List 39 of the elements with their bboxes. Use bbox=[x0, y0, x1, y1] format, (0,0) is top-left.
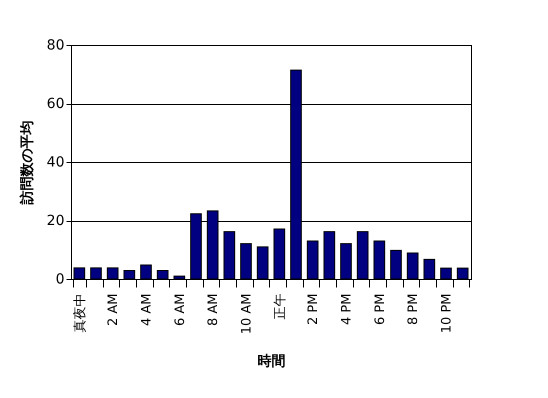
y-tick-label: 0 bbox=[56, 272, 64, 288]
y-tick-label: 60 bbox=[46, 96, 64, 112]
bar bbox=[456, 268, 468, 280]
bar bbox=[124, 270, 136, 280]
x-tick-label: 2 PM bbox=[306, 294, 322, 325]
x-tick-label: 正午 bbox=[272, 294, 288, 320]
bar bbox=[274, 228, 286, 280]
bar bbox=[224, 231, 236, 280]
bar bbox=[424, 258, 436, 280]
bar bbox=[356, 231, 368, 280]
x-tick-label: 10 AM bbox=[240, 294, 254, 334]
y-axis-title: 訪問数の平均 bbox=[18, 120, 36, 206]
x-tick-label: 10 PM bbox=[440, 294, 454, 334]
bar bbox=[324, 231, 336, 280]
x-tick-label: 6 AM bbox=[172, 294, 188, 326]
x-tick-label: 4 PM bbox=[340, 294, 354, 325]
y-tick-label: 40 bbox=[46, 154, 64, 170]
x-tick-label: 6 PM bbox=[372, 294, 388, 325]
bar bbox=[390, 250, 402, 280]
x-tick-label: 8 AM bbox=[206, 294, 222, 326]
bar bbox=[440, 268, 452, 280]
bar bbox=[406, 252, 418, 280]
bar bbox=[374, 240, 386, 280]
bar bbox=[340, 243, 352, 280]
bar bbox=[256, 246, 268, 280]
x-tick-label: 4 AM bbox=[140, 294, 154, 326]
bar bbox=[90, 267, 102, 280]
x-tick-label: 真夜中 bbox=[72, 294, 88, 332]
bar bbox=[240, 243, 252, 280]
y-tick-label: 80 bbox=[46, 38, 64, 54]
bar bbox=[140, 264, 152, 280]
bar bbox=[106, 267, 118, 280]
x-axis-title: 時間 bbox=[258, 353, 286, 370]
x-tick-label: 8 PM bbox=[406, 294, 422, 325]
bar bbox=[174, 276, 186, 280]
bar bbox=[156, 270, 168, 280]
x-tick-label: 2 AM bbox=[106, 294, 122, 326]
y-tick-label: 20 bbox=[46, 213, 64, 229]
bar bbox=[306, 240, 318, 280]
